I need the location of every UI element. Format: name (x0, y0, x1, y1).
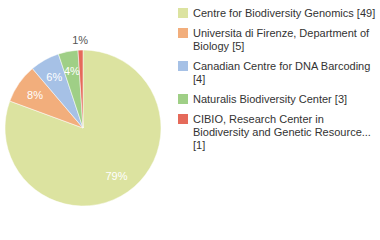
pie-slice (5, 50, 161, 206)
data-label: 8% (27, 89, 43, 101)
legend-label: CIBIO, Research Center inBiodiversity an… (193, 113, 371, 151)
legend-swatch (178, 94, 188, 104)
legend-label: Canadian Centre for DNA Barcoding[4] (193, 60, 370, 85)
pie (5, 50, 161, 206)
pie-slice (58, 50, 83, 128)
data-labels: 79% 8%6%4% 1% (27, 34, 128, 182)
data-label: 1% (72, 34, 88, 46)
chart: 79% 8%6%4% 1% Centre for Biodiversity Genom… (0, 0, 380, 240)
legend: Centre for Biodiversity Genomics [49] Uni… (178, 7, 375, 151)
pie-slice (78, 50, 83, 128)
legend-swatch (178, 61, 188, 71)
legend-swatch (178, 28, 188, 38)
legend-label: Naturalis Biodiversity Center [3] (193, 93, 347, 105)
legend-label: Universita di Firenze, Department ofBiol… (193, 27, 370, 52)
data-label: 79% (105, 170, 127, 182)
data-label: 4% (64, 65, 80, 77)
legend-label: Centre for Biodiversity Genomics [49] (193, 7, 375, 19)
legend-swatch (178, 8, 188, 18)
legend-swatch (178, 114, 188, 124)
data-label: 6% (46, 71, 62, 83)
